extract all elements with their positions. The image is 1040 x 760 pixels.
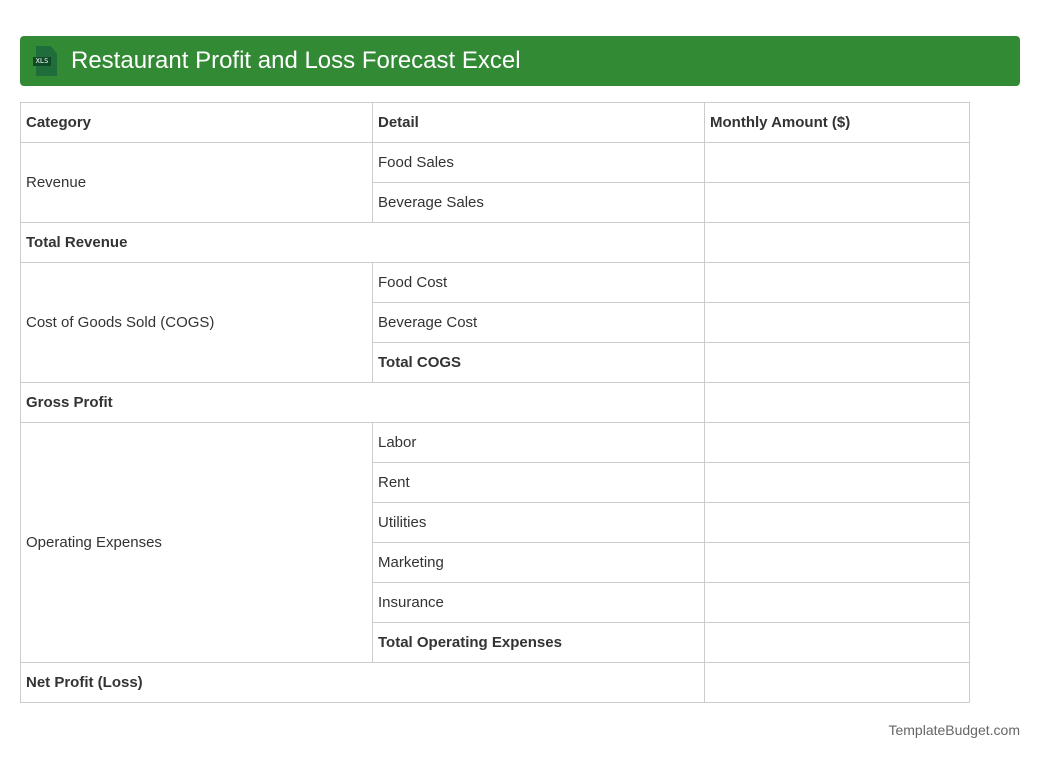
amount-cell[interactable] [704, 422, 970, 463]
detail-cell: Food Sales [372, 142, 705, 183]
amount-cell[interactable] [704, 622, 970, 663]
table-row: Beverage Sales [21, 182, 970, 223]
category-cell: Operating Expenses [20, 422, 373, 663]
column-header: Detail [372, 102, 705, 143]
table-row: Insurance [21, 582, 970, 623]
table-row: Utilities [21, 502, 970, 543]
table-row: Cost of Goods Sold (COGS) Food Cost [20, 262, 970, 383]
detail-cell: Rent [372, 462, 705, 503]
amount-cell[interactable] [704, 342, 970, 383]
column-header: Category [20, 102, 373, 143]
table-row: Total COGS [21, 342, 970, 383]
detail-cell: Beverage Sales [372, 182, 705, 223]
table-row: Marketing [21, 542, 970, 583]
table-row: Operating Expenses Labor [20, 422, 970, 663]
amount-cell[interactable] [704, 222, 970, 263]
xls-file-icon: XLS [33, 46, 57, 76]
amount-cell[interactable] [704, 302, 970, 343]
amount-cell[interactable] [704, 382, 970, 423]
total-cell: Net Profit (Loss) [20, 662, 705, 703]
amount-cell[interactable] [704, 142, 970, 183]
table-row: Total Revenue [20, 222, 970, 263]
amount-cell[interactable] [704, 582, 970, 623]
column-header: Monthly Amount ($) [704, 102, 970, 143]
amount-cell[interactable] [704, 182, 970, 223]
detail-total-cell: Total COGS [372, 342, 705, 383]
detail-cell: Insurance [372, 582, 705, 623]
footer-brand: TemplateBudget.com [888, 722, 1020, 738]
detail-cell: Utilities [372, 502, 705, 543]
amount-cell[interactable] [704, 262, 970, 303]
amount-cell[interactable] [704, 542, 970, 583]
amount-cell[interactable] [704, 462, 970, 503]
page-header: XLS Restaurant Profit and Loss Forecast … [20, 36, 1020, 86]
table-row: Total Operating Expenses [21, 622, 970, 663]
table-row: Net Profit (Loss) [20, 662, 970, 703]
table-header-row: Category Detail Monthly Amount ($) [20, 102, 970, 143]
amount-cell[interactable] [704, 502, 970, 543]
detail-cell: Labor [372, 422, 705, 463]
table-row: Gross Profit [20, 382, 970, 423]
total-cell: Gross Profit [20, 382, 705, 423]
category-cell: Cost of Goods Sold (COGS) [20, 262, 373, 383]
pnl-table: Category Detail Monthly Amount ($) Reven… [20, 102, 970, 703]
detail-cell: Marketing [372, 542, 705, 583]
detail-cell: Food Cost [372, 262, 705, 303]
page-title: Restaurant Profit and Loss Forecast Exce… [71, 47, 521, 74]
detail-total-cell: Total Operating Expenses [372, 622, 705, 663]
total-cell: Total Revenue [20, 222, 705, 263]
amount-cell[interactable] [704, 662, 970, 703]
table-row: Revenue Food Sales [20, 142, 970, 223]
detail-cell: Beverage Cost [372, 302, 705, 343]
category-cell: Revenue [20, 142, 373, 223]
